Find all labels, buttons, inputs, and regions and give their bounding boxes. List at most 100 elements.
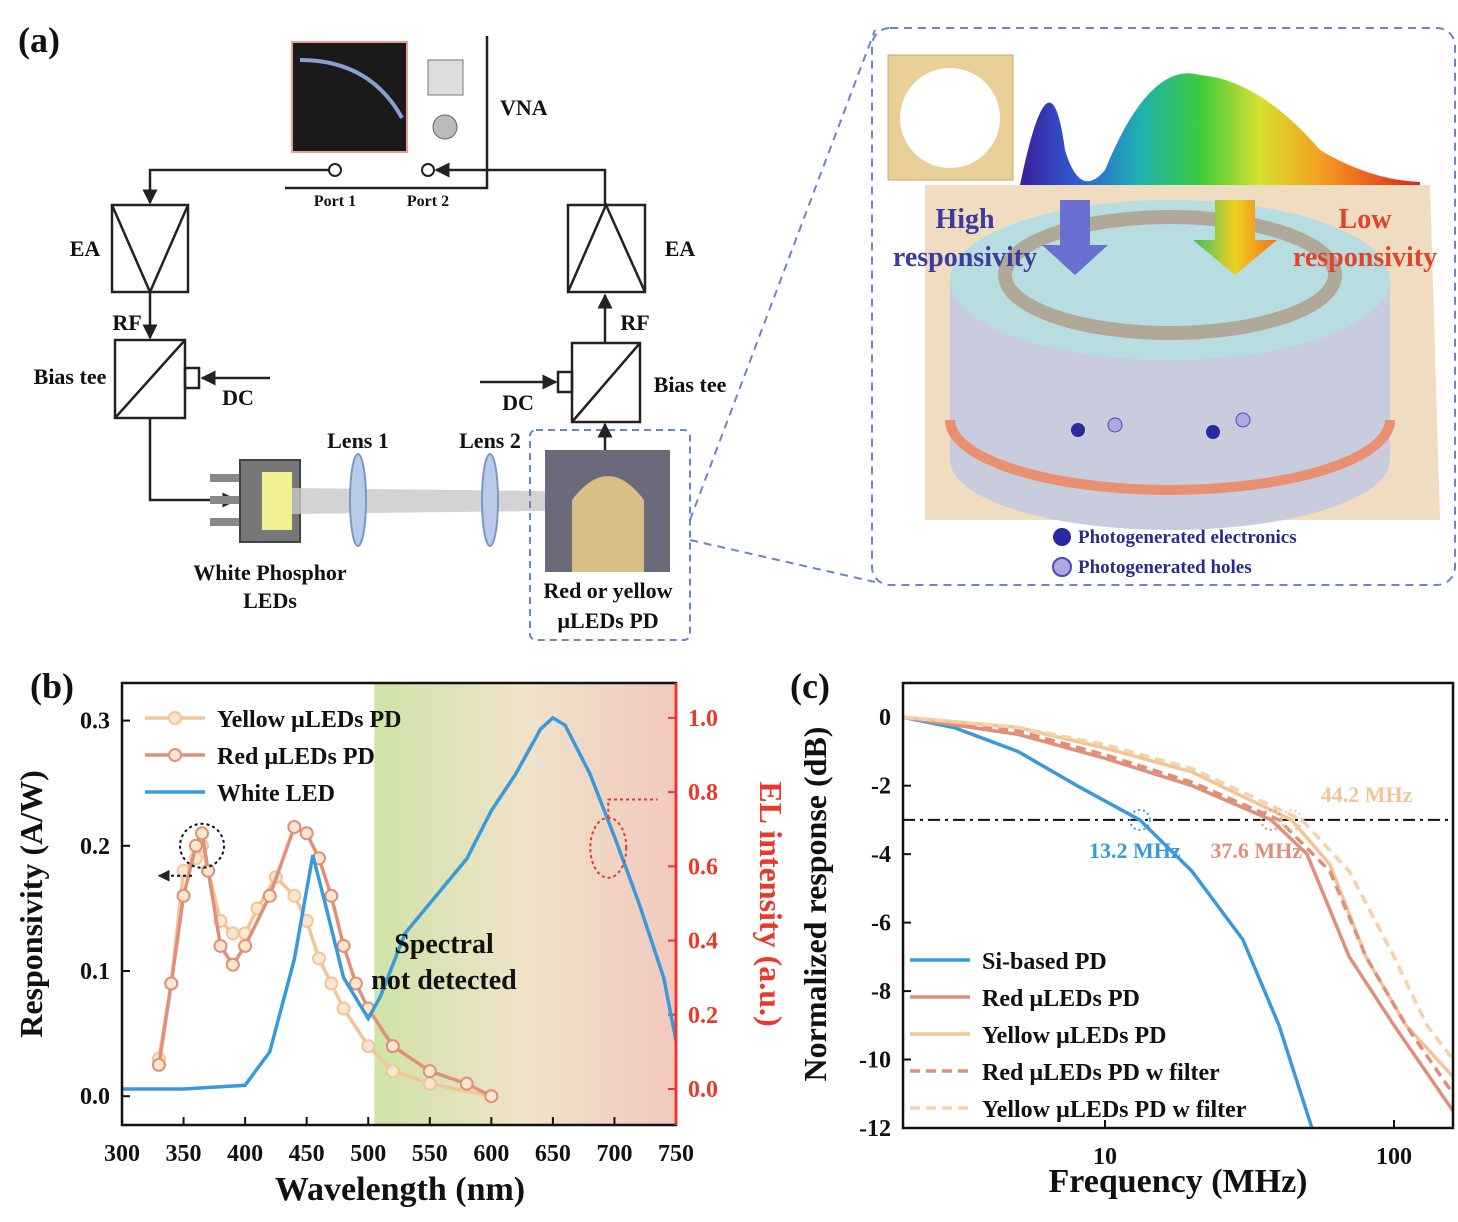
lens-label: Lens 1 — [327, 428, 389, 453]
ea-symbol — [568, 205, 645, 292]
x-tick-label: 700 — [596, 1141, 632, 1167]
rf-label: RF — [620, 310, 649, 335]
legend-marker — [169, 749, 181, 761]
y-axis-label: Responsivity (A/W) — [13, 770, 49, 1038]
wire — [150, 418, 236, 500]
vna-knob — [433, 115, 457, 139]
y2-axis-label: EL intensity (a.u.) — [753, 781, 789, 1026]
ea-box — [568, 205, 645, 292]
wire — [150, 170, 329, 203]
legend-label: Yellow µLEDs PD — [982, 1023, 1167, 1049]
bias-symbol — [572, 343, 640, 422]
y-tick-label: -2 — [871, 774, 891, 800]
y2-tick-label: 0.6 — [688, 854, 718, 880]
legend-label: Red µLEDs PD — [982, 986, 1140, 1012]
data-point — [325, 978, 337, 990]
port-label: Port 2 — [407, 193, 449, 210]
data-point — [362, 1040, 374, 1052]
data-point — [301, 827, 313, 839]
legend-label: Red µLEDs PD w filter — [982, 1060, 1220, 1086]
data-point — [178, 890, 190, 902]
y2-tick-label: 0.2 — [688, 1003, 718, 1029]
cutoff-label: 37.6 MHz — [1210, 838, 1302, 863]
data-point — [264, 890, 276, 902]
electron — [1071, 423, 1085, 437]
led-chip — [262, 472, 292, 530]
ea-label: EA — [665, 236, 696, 261]
legend-label: Si-based PD — [982, 949, 1107, 975]
ea-label: EA — [70, 236, 101, 261]
data-point — [461, 1078, 473, 1090]
data-point — [214, 940, 226, 952]
led-pins — [210, 478, 242, 522]
data-point — [239, 940, 251, 952]
hole — [1108, 418, 1122, 432]
legend-hole — [1053, 558, 1071, 576]
y-axis-label: Normalized response (dB) — [797, 727, 833, 1082]
cutoff-label: 44.2 MHz — [1321, 782, 1413, 807]
legend-text: Photogenerated electronics — [1078, 527, 1297, 548]
lens — [482, 454, 498, 546]
y-tick-label: -8 — [871, 979, 891, 1005]
y-tick-label: 0 — [879, 705, 891, 731]
legend-marker — [169, 712, 181, 724]
bias-label: Bias tee — [34, 364, 107, 389]
panel-label: (a) — [18, 20, 60, 60]
panel-label: (c) — [790, 666, 830, 706]
bias-label: Bias tee — [654, 372, 727, 397]
data-point — [424, 1065, 436, 1077]
y-tick-label: -12 — [859, 1116, 891, 1142]
y-tick-label: 0.2 — [80, 834, 110, 860]
panel-a: (a) VNA Port 1 Port 2 EA RF Bias tee DC … — [18, 20, 1455, 640]
x-tick-label: 500 — [350, 1141, 386, 1167]
data-point — [202, 865, 214, 877]
zoom-lines — [690, 30, 875, 582]
y2-tick-label: 0.4 — [688, 929, 718, 955]
data-point — [325, 890, 337, 902]
x-tick-label: 650 — [535, 1141, 571, 1167]
data-point — [196, 827, 208, 839]
x-axis-label: Wavelength (nm) — [275, 1171, 525, 1208]
legend-label: Red µLEDs PD — [217, 744, 375, 770]
x-tick-label: 100 — [1376, 1144, 1412, 1170]
data-point — [227, 927, 239, 939]
bias-port — [558, 372, 572, 392]
data-point — [227, 959, 239, 971]
ea-box — [112, 205, 188, 292]
port-label: Port 1 — [314, 193, 356, 210]
data-point — [153, 1059, 165, 1071]
device-aperture — [900, 68, 1000, 168]
y-tick-label: -10 — [859, 1048, 891, 1074]
bias-port — [185, 368, 199, 388]
legend-label: Yellow µLEDs PD w filter — [982, 1097, 1247, 1123]
lens-label: Lens 2 — [459, 428, 521, 453]
data-point — [165, 978, 177, 990]
data-point — [288, 890, 300, 902]
electron — [1206, 425, 1220, 439]
lens — [350, 454, 366, 546]
figure: (a) VNA Port 1 Port 2 EA RF Bias tee DC … — [0, 0, 1458, 1217]
x-tick-label: 750 — [658, 1141, 694, 1167]
y2-tick-label: 1.0 — [688, 706, 718, 732]
y-tick-label: 0.0 — [80, 1084, 110, 1110]
undetected-region — [374, 683, 676, 1125]
y-tick-label: 0.1 — [80, 959, 110, 985]
pd-pad — [572, 476, 644, 572]
port — [329, 164, 341, 176]
y-tick-label: 0.3 — [80, 709, 110, 735]
legend-text: Photogenerated holes — [1078, 557, 1252, 578]
rf-label: RF — [112, 310, 141, 335]
x-tick-label: 450 — [289, 1141, 325, 1167]
legend-electron — [1053, 528, 1071, 546]
x-tick-label: 550 — [412, 1141, 448, 1167]
vna-keypad — [428, 60, 463, 95]
data-point — [190, 840, 202, 852]
data-point — [387, 1040, 399, 1052]
data-point — [387, 1065, 399, 1077]
hole — [1236, 413, 1250, 427]
panel-label: (b) — [30, 666, 74, 706]
spectrum — [1020, 73, 1420, 185]
annotation-line: Spectral — [394, 929, 494, 960]
x-tick-label: 300 — [104, 1141, 140, 1167]
